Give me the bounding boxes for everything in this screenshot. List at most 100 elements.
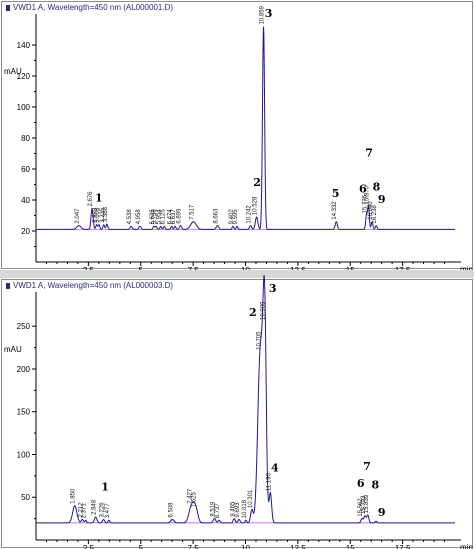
- retention-time-label: 3.008: [95, 207, 101, 223]
- x-tick-label: 5: [139, 544, 144, 549]
- y-tick-label: 50: [21, 493, 30, 502]
- retention-time-label: 4.538: [127, 209, 133, 225]
- header-text: VWD1 A, Wavelength=450 nm (AL000001.D): [13, 3, 174, 12]
- peak-number-label: 8: [373, 181, 381, 194]
- y-tick-label: 20: [21, 227, 30, 236]
- y-tick-label: 250: [17, 322, 31, 331]
- retention-time-label: 3.477: [105, 503, 111, 519]
- retention-time-label: 2.676: [88, 191, 94, 207]
- peak-number-label: 5: [332, 187, 340, 200]
- retention-time-label: 10.018: [242, 499, 248, 518]
- retention-time-label: 15.839: [364, 494, 370, 513]
- y-tick-label: 40: [21, 196, 30, 205]
- peak-number-label: 2: [253, 176, 261, 189]
- retention-time-label: 10.705: [256, 331, 262, 350]
- y-tick-label: 60: [21, 165, 30, 174]
- chromatogram-header: VWD1 A, Wavelength=450 nm (AL000001.D): [6, 3, 173, 12]
- retention-time-label: 15.870: [364, 185, 370, 204]
- peak-number-label: 7: [365, 147, 373, 160]
- retention-time-label: 2.047: [75, 208, 81, 224]
- retention-time-label: 9.402: [229, 209, 235, 225]
- y-tick-label: 100: [17, 450, 31, 459]
- retention-time-label: 15.562: [358, 498, 364, 517]
- retention-time-label: 5.736: [152, 209, 158, 225]
- retention-time-label: 8.519: [210, 501, 216, 517]
- retention-time-label: 7.625: [192, 492, 198, 508]
- retention-time-label: 6.508: [168, 502, 174, 518]
- x-tick-label: 15: [346, 544, 355, 549]
- peak-number-label: 8: [372, 479, 380, 492]
- retention-time-label: 2.212: [78, 502, 84, 518]
- header-text: VWD1 A, Wavelength=450 nm (AL000003.D): [13, 281, 174, 290]
- x-unit-label: min: [460, 265, 473, 274]
- y-tick-label: 150: [17, 408, 31, 417]
- peak-number-label: 3: [265, 7, 273, 20]
- signal-swatch-icon: [6, 5, 10, 11]
- retention-time-label: 11.190: [266, 472, 272, 491]
- retention-time-label: 15.776: [363, 194, 369, 213]
- chromatogram-header: VWD1 A, Wavelength=450 nm (AL000003.D): [6, 281, 173, 290]
- peak-number-label: 1: [101, 480, 109, 493]
- x-tick-label: 7.5: [188, 544, 200, 549]
- x-tick-label: 2.5: [83, 544, 95, 549]
- retention-time-label: 7.517: [189, 204, 195, 220]
- retention-time-label: 6.637: [171, 209, 177, 225]
- retention-time-label: 9.595: [233, 209, 239, 225]
- signal-trace: [36, 26, 455, 230]
- retention-time-label: 2.893: [93, 207, 99, 223]
- retention-time-label: 9.693: [235, 502, 241, 518]
- retention-time-label: 4.958: [136, 209, 142, 225]
- signal-swatch-icon: [6, 283, 10, 289]
- chromatogram-plot-top: mAUmin204060801001201402.557.51012.51517…: [4, 5, 473, 275]
- x-tick-label: 10: [241, 544, 250, 549]
- chromatogram-panel-bottom: VWD1 A, Wavelength=450 nm (AL000003.D) m…: [0, 275, 474, 549]
- retention-time-label: 10.301: [248, 489, 254, 508]
- retention-time-label: 15.703: [361, 495, 367, 514]
- retention-time-label: 6.474: [168, 209, 174, 225]
- retention-time-label: 16.238: [372, 205, 378, 224]
- retention-time-label: 6.125: [160, 209, 166, 225]
- chromatogram-panel-top: VWD1 A, Wavelength=450 nm (AL000001.D) m…: [0, 0, 474, 275]
- retention-time-label: 8.663: [213, 208, 219, 224]
- peak-number-label: 6: [357, 477, 365, 490]
- retention-time-label: 14.332: [332, 201, 338, 220]
- retention-time-label: 10.242: [247, 205, 253, 224]
- retention-time-label: 3.388: [103, 206, 109, 222]
- y-tick-label: 100: [17, 103, 31, 112]
- retention-time-label: 10.909: [261, 301, 267, 320]
- retention-time-label: 9.465: [230, 501, 236, 517]
- retention-time-label: 10.859: [259, 5, 265, 24]
- y-tick-label: 140: [17, 41, 31, 50]
- y-tick-label: 80: [21, 134, 30, 143]
- retention-time-label: 5.954: [157, 209, 163, 225]
- retention-time-label: 8.737: [215, 503, 221, 519]
- panel-frame: [1, 1, 473, 269]
- x-unit-label: min: [460, 543, 473, 549]
- peak-number-label: 1: [95, 192, 103, 205]
- y-unit-label: mAU: [4, 67, 22, 76]
- y-unit-label: mAU: [4, 345, 22, 354]
- signal-trace: [36, 275, 455, 524]
- peak-number-label: 4: [271, 462, 279, 475]
- panel-frame: [1, 279, 473, 548]
- peak-number-label: 3: [269, 282, 277, 295]
- x-tick-label: 17.5: [395, 544, 411, 549]
- panel-separator: [0, 270, 474, 278]
- retention-time-label: 6.899: [177, 208, 183, 224]
- x-tick-label: 12.5: [290, 544, 306, 549]
- retention-time-label: 7.427: [188, 488, 194, 504]
- peak-number-label: 6: [359, 182, 367, 195]
- retention-time-label: 5.625: [150, 209, 156, 225]
- retention-time-label: 1.850: [71, 488, 77, 504]
- retention-time-label: 10.528: [253, 196, 259, 215]
- retention-time-label: 3.226: [100, 502, 106, 518]
- peak-number-label: 2: [249, 306, 257, 319]
- y-tick-label: 120: [17, 72, 31, 81]
- retention-time-label: 16.040: [368, 201, 374, 220]
- peak-number-label: 9: [378, 193, 386, 206]
- retention-time-label: 2.848: [92, 499, 98, 515]
- y-tick-label: 200: [17, 365, 31, 374]
- chromatogram-plot-bottom: mAU min 50 100 150 200 250 2.5 5 7.5 10 12.5 15 17.5 1…: [4, 275, 473, 549]
- peak-number-label: 9: [378, 506, 386, 519]
- retention-time-label: 3.235: [100, 207, 106, 223]
